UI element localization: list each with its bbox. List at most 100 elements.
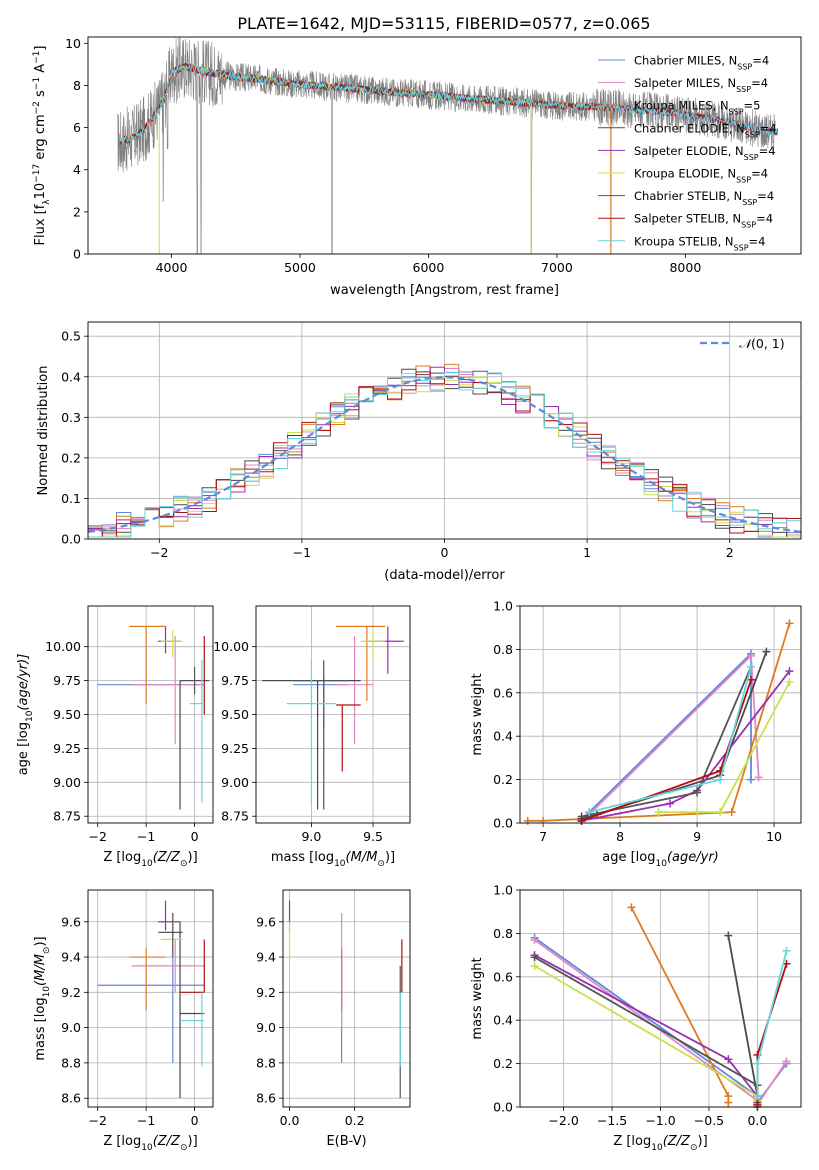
x-tick-label: 10 — [766, 829, 782, 844]
label-subscript: λ — [42, 199, 52, 205]
axes-frame — [519, 889, 802, 1108]
label-part: −1 — [32, 77, 42, 90]
label-part: )] — [698, 1134, 708, 1149]
series-marker — [530, 953, 539, 962]
residual-panel: −2 −1 0 1 2 0.0 0.1 0.2 0.3 0.4 0.5 𝒩(0, 1) (data-mo… — [36, 321, 802, 583]
label-part: Z [log — [613, 1134, 651, 1149]
label-part: )] — [188, 850, 198, 865]
label-part: age [log — [16, 722, 31, 775]
series-marker — [724, 1055, 733, 1064]
series-line — [530, 953, 762, 1107]
y-tick-label: 1.0 — [493, 883, 513, 898]
y-tick-label: 9.4 — [61, 950, 81, 965]
error-bar-point — [336, 704, 361, 772]
series-marker — [530, 935, 539, 944]
label-part: Flux [f — [33, 204, 48, 245]
label-subscript: ⊙ — [377, 859, 385, 869]
error-bar-point — [366, 626, 404, 674]
error-bar-point — [179, 921, 205, 1099]
series-marker — [754, 773, 763, 782]
label-subscript: ⊙ — [180, 859, 188, 869]
series-line — [654, 677, 794, 817]
error-bar-point — [158, 626, 181, 654]
y-tick-label: 8.75 — [221, 809, 249, 824]
legend-label-subscript: SSP — [729, 107, 744, 116]
series-line — [530, 961, 762, 1105]
y-axis-label: Flux [fλ10−17 erg cm−2 s−1 A−1] — [32, 46, 52, 246]
mass-vs-extinction-panel: 0.0 0.2 8.6 8.8 9.0 9.2 9.4 9.6 E(B-V) — [256, 889, 411, 1149]
legend-label: Kroupa MILES, NSSP=5 — [634, 99, 760, 117]
series-line — [523, 619, 794, 825]
legend-label-text: Kroupa MILES, N — [634, 99, 729, 113]
x-tick-label: −2 — [88, 829, 106, 844]
series-marker — [785, 619, 794, 628]
label-subscript: 10 — [334, 859, 346, 869]
x-tick-label: 8000 — [669, 260, 701, 275]
x-tick-label: 4000 — [156, 260, 188, 275]
y-tick-label: 8.6 — [61, 1091, 81, 1106]
legend-label-text: Salpeter STELIB, N — [634, 212, 741, 226]
series-marker — [577, 816, 586, 825]
x-tick-label: 0 — [191, 1113, 199, 1128]
series-path — [534, 965, 759, 1101]
x-axis-label: Z [log10(Z/Z⊙)] — [613, 1134, 707, 1153]
x-axis-label: wavelength [Angstrom, rest frame] — [330, 283, 559, 298]
mass-vs-metallicity-panel: −2 −1 08.68.89.09.29.49.6Z [log10(Z/Z⊙)]ma… — [33, 889, 214, 1153]
x-tick-label: 2 — [726, 545, 734, 560]
axes-frame — [87, 321, 802, 540]
legend-label: Salpeter ELODIE, NSSP=4 — [634, 144, 776, 162]
y-tick-label: 0 — [73, 247, 81, 262]
y-axis-label: mass [log10(M/M⊙)] — [33, 936, 52, 1060]
axes-frame — [519, 605, 802, 824]
y-tick-label: 8.8 — [256, 1055, 276, 1070]
label-part: s — [33, 90, 48, 101]
series-marker — [724, 1098, 733, 1107]
axes-frame — [255, 605, 411, 824]
legend-label: Kroupa ELODIE, NSSP=4 — [634, 167, 768, 185]
legend-label-subscript: SSP — [742, 198, 757, 207]
y-tick-label: 2 — [73, 204, 81, 219]
legend-label-text: =4 — [757, 189, 774, 203]
x-axis-label: E(B-V) — [326, 1134, 366, 1149]
axes-frame — [282, 889, 411, 1108]
legend-label-text: Kroupa STELIB, N — [634, 234, 734, 248]
x-tick-label: 0.0 — [280, 1113, 300, 1128]
series-line — [753, 946, 791, 1101]
error-bar-point — [336, 635, 374, 745]
legend-label-text: =4 — [751, 167, 768, 181]
y-tick-label: 10.00 — [213, 639, 249, 654]
x-tick-label: 7000 — [541, 260, 573, 275]
series-marker — [782, 1057, 791, 1066]
error-bar-point — [360, 630, 386, 661]
label-subscript: ⊙ — [42, 947, 52, 955]
x-tick-label: 0.2 — [345, 1113, 365, 1128]
error-bar-point — [158, 912, 183, 958]
axes-frame — [87, 36, 802, 255]
y-tick-label: 9.25 — [221, 741, 249, 756]
y-tick-label: 9.0 — [256, 1020, 276, 1035]
label-subscript: 10 — [656, 859, 668, 869]
y-tick-label: 0.8 — [493, 926, 513, 941]
legend-label-subscript: SSP — [734, 243, 749, 252]
error-bar-point — [292, 673, 349, 729]
y-tick-label: 9.2 — [61, 985, 81, 1000]
series-path — [756, 950, 788, 1097]
x-tick-label: 8 — [616, 829, 624, 844]
x-tick-label: 9 — [693, 829, 701, 844]
series-line — [577, 667, 794, 825]
legend-label-text: Kroupa ELODIE, N — [634, 167, 736, 181]
y-tick-label: 10 — [65, 36, 81, 51]
figure-title: PLATE=1642, MJD=53115, FIBERID=0577, z=0… — [237, 14, 650, 33]
label-part: A — [33, 64, 48, 77]
series-marker — [746, 651, 755, 660]
x-tick-label: −1 — [293, 545, 311, 560]
x-tick-label: −2 — [150, 545, 168, 560]
series-marker — [724, 931, 733, 940]
legend-label-text: Salpeter MILES, N — [634, 76, 736, 90]
series-marker — [782, 946, 791, 955]
y-axis-label: mass weight — [470, 673, 485, 755]
series-marker — [693, 788, 702, 797]
x-tick-label: 9.5 — [363, 829, 383, 844]
